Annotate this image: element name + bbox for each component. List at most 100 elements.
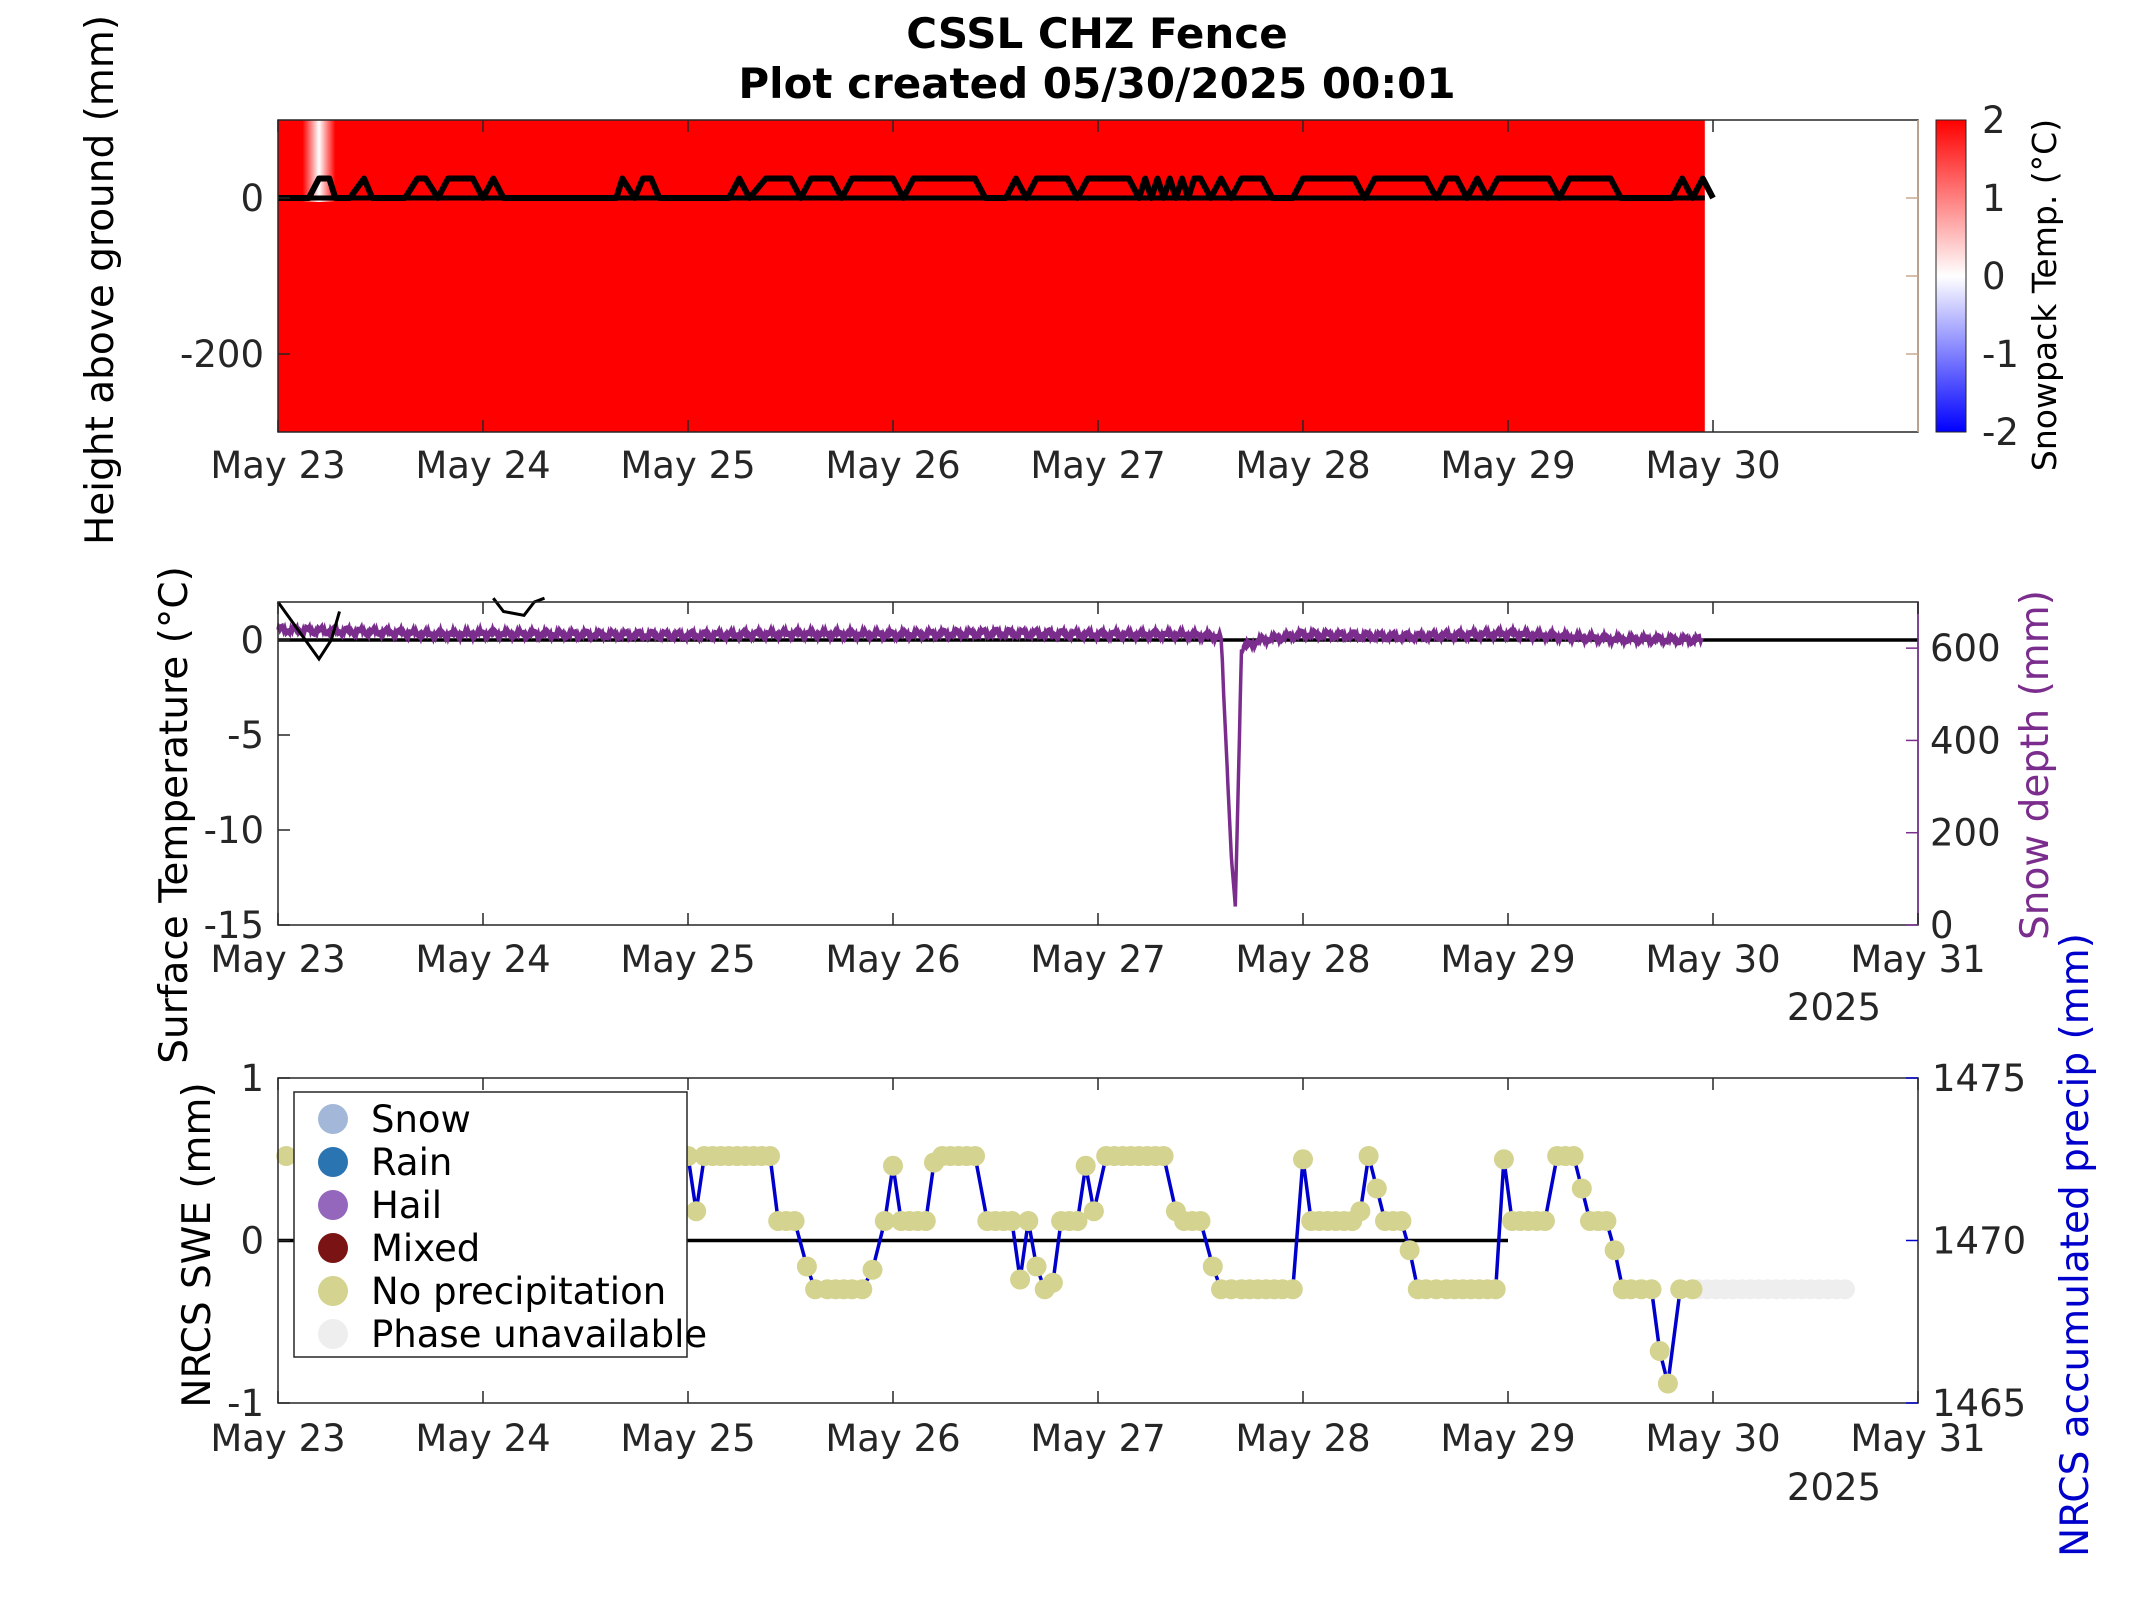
legend-marker	[318, 1276, 348, 1306]
no-precip-point	[1571, 1178, 1592, 1199]
chart-title-line1: CSSL CHZ Fence	[906, 9, 1287, 58]
no-precip-point	[1641, 1279, 1662, 1300]
colorbar-tick-label: 0	[1982, 255, 2006, 298]
legend-label: Phase unavailable	[371, 1313, 707, 1356]
p2-xtick-label: May 28	[1235, 938, 1370, 981]
p2-y2tick-label: 200	[1930, 812, 2001, 855]
legend-marker	[318, 1233, 348, 1263]
p3-ytick-label: -1	[227, 1382, 264, 1425]
p2-y2tick-label: 400	[1930, 719, 2001, 762]
no-precip-point	[1001, 1211, 1022, 1231]
no-precip-point	[965, 1146, 985, 1166]
chart-title-line2: Plot created 05/30/2025 00:01	[738, 59, 1455, 108]
p1-ytick-label: 0	[240, 177, 264, 220]
p2-y2label: Snow depth (mm)	[2013, 590, 2058, 940]
p1-xtick-label: May 29	[1440, 444, 1575, 487]
no-precip-point	[760, 1146, 780, 1166]
no-precip-point	[1604, 1240, 1625, 1261]
swe-precip-panel: NRCS SWE (mm) NRCS accumulated precip (m…	[175, 933, 2098, 1557]
no-precip-point	[1563, 1146, 1584, 1166]
no-precip-point	[686, 1201, 707, 1222]
p3-xtick-label: May 27	[1030, 1417, 1165, 1460]
p2-ytick-label: 0	[240, 619, 264, 662]
legend-marker	[318, 1190, 348, 1220]
no-precip-point	[1649, 1341, 1670, 1361]
legend-label: Snow	[371, 1098, 471, 1141]
no-precip-point	[1682, 1279, 1703, 1300]
p3-xtick-label: May 26	[825, 1417, 960, 1460]
no-precip-point	[1391, 1211, 1412, 1231]
no-precip-point	[1083, 1201, 1104, 1222]
snow-surface-line	[278, 175, 1716, 201]
no-precip-point	[1067, 1211, 1088, 1231]
p2-plot-area	[278, 602, 1918, 925]
p1-xtick-label: May 25	[620, 444, 755, 487]
no-precip-point	[883, 1155, 903, 1176]
no-precip-point	[1366, 1178, 1387, 1199]
no-precip-point	[1018, 1211, 1039, 1231]
p1-xtick-label: May 30	[1645, 444, 1780, 487]
no-precip-point	[862, 1259, 883, 1280]
p3-ytick-label: 0	[240, 1220, 264, 1263]
no-precip-point	[1075, 1155, 1096, 1176]
p2-y2tick-label: 600	[1930, 627, 2001, 670]
p2-xtick-label: May 24	[415, 938, 550, 981]
no-precip-point	[1190, 1211, 1211, 1231]
no-precip-point	[1010, 1269, 1031, 1290]
legend-marker	[318, 1319, 348, 1349]
colorbar-tick-label: -1	[1982, 333, 2019, 376]
legend-box	[293, 1091, 688, 1358]
legend-label: Rain	[371, 1141, 452, 1184]
no-precip-point	[1202, 1256, 1223, 1277]
no-precip-point	[796, 1256, 817, 1277]
no-precip-point	[784, 1211, 805, 1231]
p1-xtick-label: May 23	[210, 444, 345, 487]
p3-ytick-label: 1	[240, 1057, 264, 1100]
surface-temperature-panel: Surface Temperature (°C) Snow depth (mm)…	[152, 566, 2058, 1064]
no-precip-point	[1350, 1201, 1371, 1222]
p2-xtick-label: May 26	[825, 938, 960, 981]
p1-xtick-label: May 26	[825, 444, 960, 487]
p2-ytick-label: -15	[204, 904, 264, 947]
legend-label: Hail	[371, 1184, 442, 1227]
legend-label: Mixed	[371, 1227, 480, 1270]
p2-ytick-label: -5	[227, 714, 264, 757]
p3-ylabel: NRCS SWE (mm)	[175, 1082, 220, 1407]
p2-xtick-label: May 30	[1645, 938, 1780, 981]
no-precip-point	[1358, 1146, 1379, 1166]
p2-year-label: 2025	[1787, 986, 1881, 1029]
surface-temperature-line	[276, 601, 341, 662]
p2-xtick-label: May 31	[1850, 938, 1985, 981]
p1-xtick-label: May 24	[415, 444, 550, 487]
p3-y2tick-label: 1475	[1932, 1057, 2026, 1100]
p3-xtick-label: May 24	[415, 1417, 550, 1460]
surface-temperature-line-2	[492, 596, 546, 617]
p3-xtick-label: May 30	[1645, 1417, 1780, 1460]
p2-ytick-label: -10	[204, 809, 264, 852]
p1-ytick-label: -200	[180, 333, 264, 376]
colorbar-label: Snowpack Temp. (°C)	[2025, 119, 2064, 471]
no-precip-point	[852, 1279, 873, 1300]
legend-marker	[318, 1104, 348, 1134]
no-precip-point	[1153, 1146, 1174, 1166]
colorbar-tick-label: 1	[1982, 177, 2006, 220]
no-precip-point	[1485, 1279, 1506, 1300]
p2-xtick-label: May 23	[210, 938, 345, 981]
p3-xtick-label: May 31	[1850, 1417, 1985, 1460]
p2-ylabel: Surface Temperature (°C)	[152, 566, 197, 1064]
colorbar	[1935, 119, 1967, 433]
no-precip-point	[874, 1211, 895, 1231]
p3-xtick-label: May 23	[210, 1417, 345, 1460]
snowpack-temperature-panel: Height above ground (mm) Snowpack Temp. …	[78, 15, 2064, 545]
p2-xtick-label: May 25	[620, 938, 755, 981]
p1-xtick-label: May 28	[1235, 444, 1370, 487]
no-precip-point	[1534, 1211, 1555, 1231]
colorbar-tick-label: 2	[1982, 99, 2006, 142]
no-precip-point	[1026, 1256, 1047, 1277]
p3-xtick-label: May 25	[620, 1417, 755, 1460]
snow-depth-line	[276, 621, 1704, 907]
p3-y2tick-label: 1470	[1932, 1220, 2026, 1263]
no-precip-point	[1596, 1211, 1617, 1231]
